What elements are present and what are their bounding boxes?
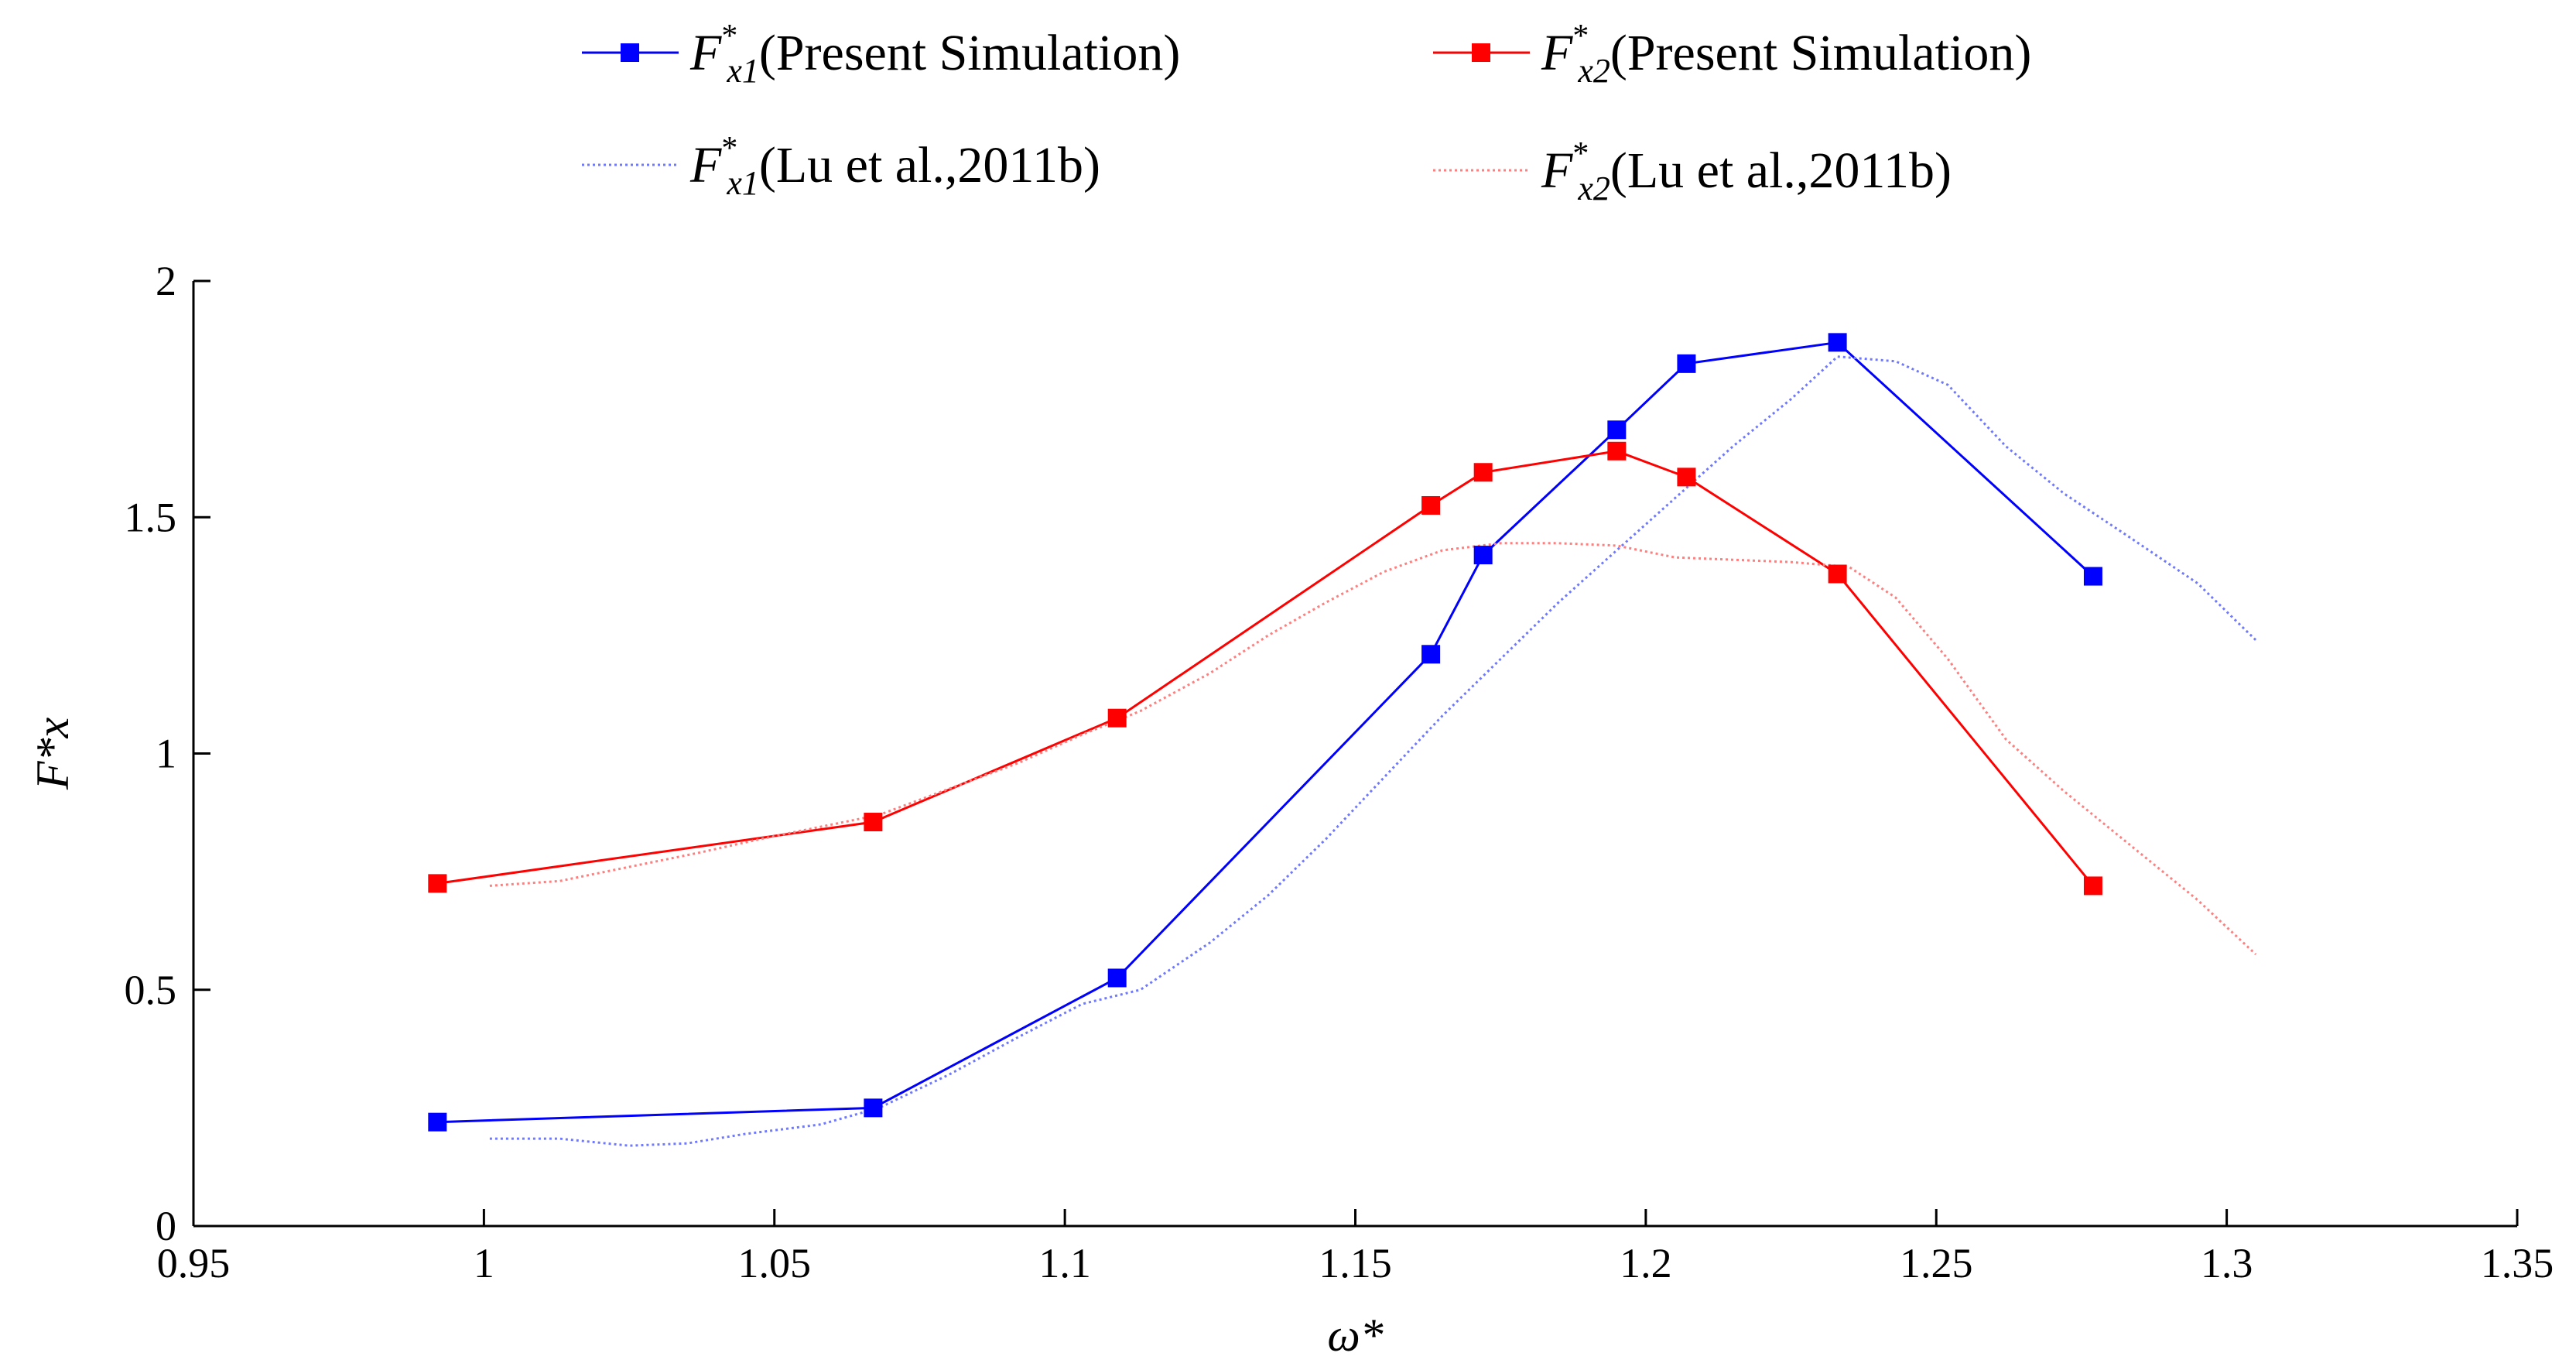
data-point [1828, 564, 1847, 584]
series-line-lu-fx1 [489, 355, 2257, 1147]
legend-entry: F* x2(Present Simulation) [1433, 19, 2031, 90]
data-point [864, 1098, 883, 1118]
y-tick-label: 1.5 [125, 494, 177, 540]
y-tick-label: 0.5 [125, 967, 177, 1013]
series-line-present-fx2 [437, 450, 2095, 887]
legend-label: F* x1(Lu et al.,2011b) [689, 131, 1100, 202]
x-tick-label: 1.1 [1038, 1240, 1091, 1286]
data-point [1677, 354, 1696, 373]
x-tick-label: 1.05 [738, 1240, 812, 1286]
y-tick-label: 2 [156, 258, 176, 304]
series-markers [428, 333, 2102, 1132]
data-point [1421, 495, 1441, 515]
data-point [1107, 968, 1127, 988]
data-point [1421, 645, 1441, 664]
legend-entry: F* x2(Lu et al.,2011b) [1433, 136, 1952, 207]
legend-entry: F* x1(Lu et al.,2011b) [582, 131, 1100, 202]
data-point [1677, 468, 1696, 487]
legend-marker [1472, 43, 1490, 62]
legend-label: F* x2(Lu et al.,2011b) [1541, 136, 1952, 207]
y-axis-title: F*x [27, 717, 78, 790]
data-point [1473, 463, 1493, 482]
legend: F* x1(Present Simulation) F* x2(Present Sim… [582, 19, 2031, 207]
data-point [2083, 567, 2102, 586]
y-tick-label: 0 [156, 1203, 176, 1249]
legend-entry: F* x1(Present Simulation) [582, 19, 1180, 90]
y-tick-label: 1 [156, 731, 176, 777]
data-point [1607, 420, 1627, 440]
x-tick-label: 1.35 [2481, 1240, 2554, 1286]
data-point [864, 813, 883, 832]
series-line-lu-fx2 [489, 542, 2257, 956]
axes [192, 281, 2517, 1228]
data-point [2083, 876, 2102, 896]
ticks: 0.95 1 1.05 1.1 1.15 1.2 1.25 1.3 1.35 0 0.5 1 1.5 2 [125, 258, 2554, 1286]
legend-label: F* x2(Present Simulation) [1541, 19, 2031, 90]
x-tick-label: 0.95 [157, 1240, 231, 1286]
x-tick-label: 1.3 [2201, 1240, 2253, 1286]
data-point [1473, 546, 1493, 565]
data-point [428, 874, 447, 893]
data-point [1828, 333, 1847, 352]
x-tick-label: 1 [474, 1240, 494, 1286]
x-axis-title: ω* [1327, 1310, 1383, 1361]
legend-label: F* x1(Present Simulation) [689, 19, 1180, 90]
legend-marker [621, 43, 639, 62]
data-point [428, 1112, 447, 1132]
x-tick-label: 1.15 [1319, 1240, 1392, 1286]
x-tick-label: 1.25 [1900, 1240, 1973, 1286]
data-point [1607, 441, 1627, 461]
axis-titles: ω* F*x [27, 717, 1384, 1361]
data-point [1107, 708, 1127, 728]
series-line-present-fx1 [437, 341, 2095, 1124]
x-tick-label: 1.2 [1620, 1240, 1672, 1286]
series-lines [437, 341, 2257, 1147]
